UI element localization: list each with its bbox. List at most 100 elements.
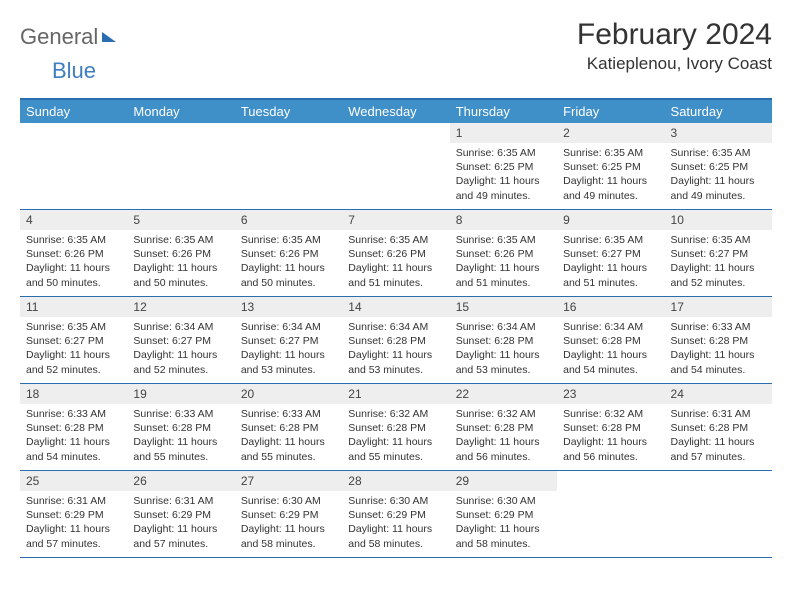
sunrise-text: Sunrise: 6:34 AM bbox=[563, 320, 658, 334]
daylight-text: Daylight: 11 hours and 51 minutes. bbox=[456, 261, 551, 289]
day-body: Sunrise: 6:35 AMSunset: 6:26 PMDaylight:… bbox=[127, 230, 234, 296]
dow-wednesday: Wednesday bbox=[342, 100, 449, 123]
day-number: 11 bbox=[20, 297, 127, 317]
month-title: February 2024 bbox=[577, 18, 772, 52]
sunset-text: Sunset: 6:26 PM bbox=[241, 247, 336, 261]
day-number: 7 bbox=[342, 210, 449, 230]
day-number: 4 bbox=[20, 210, 127, 230]
day-cell: 18Sunrise: 6:33 AMSunset: 6:28 PMDayligh… bbox=[20, 384, 127, 470]
day-cell: 12Sunrise: 6:34 AMSunset: 6:27 PMDayligh… bbox=[127, 297, 234, 383]
daylight-text: Daylight: 11 hours and 50 minutes. bbox=[26, 261, 121, 289]
day-cell: 9Sunrise: 6:35 AMSunset: 6:27 PMDaylight… bbox=[557, 210, 664, 296]
daylight-text: Daylight: 11 hours and 53 minutes. bbox=[241, 348, 336, 376]
sunrise-text: Sunrise: 6:33 AM bbox=[26, 407, 121, 421]
sunset-text: Sunset: 6:25 PM bbox=[563, 160, 658, 174]
sunset-text: Sunset: 6:29 PM bbox=[133, 508, 228, 522]
week-row: 25Sunrise: 6:31 AMSunset: 6:29 PMDayligh… bbox=[20, 471, 772, 558]
logo: General bbox=[20, 24, 116, 50]
day-cell: 10Sunrise: 6:35 AMSunset: 6:27 PMDayligh… bbox=[665, 210, 772, 296]
day-number: 10 bbox=[665, 210, 772, 230]
sunrise-text: Sunrise: 6:35 AM bbox=[671, 146, 766, 160]
daylight-text: Daylight: 11 hours and 58 minutes. bbox=[456, 522, 551, 550]
dow-sunday: Sunday bbox=[20, 100, 127, 123]
day-body: Sunrise: 6:35 AMSunset: 6:26 PMDaylight:… bbox=[342, 230, 449, 296]
daylight-text: Daylight: 11 hours and 52 minutes. bbox=[671, 261, 766, 289]
day-cell: 22Sunrise: 6:32 AMSunset: 6:28 PMDayligh… bbox=[450, 384, 557, 470]
daylight-text: Daylight: 11 hours and 54 minutes. bbox=[26, 435, 121, 463]
day-cell: 16Sunrise: 6:34 AMSunset: 6:28 PMDayligh… bbox=[557, 297, 664, 383]
sunrise-text: Sunrise: 6:35 AM bbox=[26, 233, 121, 247]
location: Katieplenou, Ivory Coast bbox=[577, 54, 772, 74]
day-body: Sunrise: 6:34 AMSunset: 6:28 PMDaylight:… bbox=[450, 317, 557, 383]
sunset-text: Sunset: 6:28 PM bbox=[563, 421, 658, 435]
day-number: 28 bbox=[342, 471, 449, 491]
day-number: 9 bbox=[557, 210, 664, 230]
day-number: 19 bbox=[127, 384, 234, 404]
sunrise-text: Sunrise: 6:35 AM bbox=[563, 146, 658, 160]
sunset-text: Sunset: 6:29 PM bbox=[456, 508, 551, 522]
sunset-text: Sunset: 6:28 PM bbox=[671, 334, 766, 348]
dow-row: Sunday Monday Tuesday Wednesday Thursday… bbox=[20, 98, 772, 123]
day-number: 22 bbox=[450, 384, 557, 404]
sunset-text: Sunset: 6:26 PM bbox=[133, 247, 228, 261]
day-cell: 2Sunrise: 6:35 AMSunset: 6:25 PMDaylight… bbox=[557, 123, 664, 209]
day-body: Sunrise: 6:33 AMSunset: 6:28 PMDaylight:… bbox=[665, 317, 772, 383]
day-cell bbox=[557, 471, 664, 557]
daylight-text: Daylight: 11 hours and 55 minutes. bbox=[133, 435, 228, 463]
sunrise-text: Sunrise: 6:33 AM bbox=[241, 407, 336, 421]
day-body: Sunrise: 6:35 AMSunset: 6:25 PMDaylight:… bbox=[450, 143, 557, 209]
sunrise-text: Sunrise: 6:33 AM bbox=[671, 320, 766, 334]
day-number: 13 bbox=[235, 297, 342, 317]
day-number: 3 bbox=[665, 123, 772, 143]
day-number: 1 bbox=[450, 123, 557, 143]
day-body: Sunrise: 6:35 AMSunset: 6:25 PMDaylight:… bbox=[665, 143, 772, 209]
day-cell: 17Sunrise: 6:33 AMSunset: 6:28 PMDayligh… bbox=[665, 297, 772, 383]
day-number: 20 bbox=[235, 384, 342, 404]
day-cell: 26Sunrise: 6:31 AMSunset: 6:29 PMDayligh… bbox=[127, 471, 234, 557]
week-row: 1Sunrise: 6:35 AMSunset: 6:25 PMDaylight… bbox=[20, 123, 772, 210]
day-cell: 14Sunrise: 6:34 AMSunset: 6:28 PMDayligh… bbox=[342, 297, 449, 383]
sunset-text: Sunset: 6:26 PM bbox=[26, 247, 121, 261]
day-cell bbox=[20, 123, 127, 209]
sunset-text: Sunset: 6:28 PM bbox=[133, 421, 228, 435]
dow-saturday: Saturday bbox=[665, 100, 772, 123]
sunrise-text: Sunrise: 6:35 AM bbox=[133, 233, 228, 247]
day-number: 25 bbox=[20, 471, 127, 491]
dow-monday: Monday bbox=[127, 100, 234, 123]
day-number: 8 bbox=[450, 210, 557, 230]
daylight-text: Daylight: 11 hours and 56 minutes. bbox=[456, 435, 551, 463]
dow-thursday: Thursday bbox=[450, 100, 557, 123]
day-number: 5 bbox=[127, 210, 234, 230]
daylight-text: Daylight: 11 hours and 58 minutes. bbox=[241, 522, 336, 550]
day-body: Sunrise: 6:33 AMSunset: 6:28 PMDaylight:… bbox=[235, 404, 342, 470]
daylight-text: Daylight: 11 hours and 57 minutes. bbox=[26, 522, 121, 550]
day-number: 27 bbox=[235, 471, 342, 491]
day-body: Sunrise: 6:35 AMSunset: 6:26 PMDaylight:… bbox=[235, 230, 342, 296]
sunset-text: Sunset: 6:26 PM bbox=[348, 247, 443, 261]
sunset-text: Sunset: 6:28 PM bbox=[348, 421, 443, 435]
day-cell: 1Sunrise: 6:35 AMSunset: 6:25 PMDaylight… bbox=[450, 123, 557, 209]
sunset-text: Sunset: 6:28 PM bbox=[26, 421, 121, 435]
daylight-text: Daylight: 11 hours and 54 minutes. bbox=[563, 348, 658, 376]
day-body: Sunrise: 6:35 AMSunset: 6:27 PMDaylight:… bbox=[557, 230, 664, 296]
daylight-text: Daylight: 11 hours and 52 minutes. bbox=[26, 348, 121, 376]
logo-text-1: General bbox=[20, 24, 98, 50]
logo-text-2: Blue bbox=[52, 58, 96, 83]
day-body: Sunrise: 6:32 AMSunset: 6:28 PMDaylight:… bbox=[342, 404, 449, 470]
day-cell: 15Sunrise: 6:34 AMSunset: 6:28 PMDayligh… bbox=[450, 297, 557, 383]
week-row: 11Sunrise: 6:35 AMSunset: 6:27 PMDayligh… bbox=[20, 297, 772, 384]
daylight-text: Daylight: 11 hours and 55 minutes. bbox=[348, 435, 443, 463]
day-body: Sunrise: 6:35 AMSunset: 6:27 PMDaylight:… bbox=[20, 317, 127, 383]
daylight-text: Daylight: 11 hours and 57 minutes. bbox=[133, 522, 228, 550]
sunset-text: Sunset: 6:28 PM bbox=[671, 421, 766, 435]
sunrise-text: Sunrise: 6:35 AM bbox=[563, 233, 658, 247]
sunrise-text: Sunrise: 6:33 AM bbox=[133, 407, 228, 421]
sunrise-text: Sunrise: 6:34 AM bbox=[348, 320, 443, 334]
day-body: Sunrise: 6:30 AMSunset: 6:29 PMDaylight:… bbox=[450, 491, 557, 557]
dow-friday: Friday bbox=[557, 100, 664, 123]
day-cell: 8Sunrise: 6:35 AMSunset: 6:26 PMDaylight… bbox=[450, 210, 557, 296]
day-cell bbox=[235, 123, 342, 209]
daylight-text: Daylight: 11 hours and 54 minutes. bbox=[671, 348, 766, 376]
daylight-text: Daylight: 11 hours and 51 minutes. bbox=[563, 261, 658, 289]
daylight-text: Daylight: 11 hours and 56 minutes. bbox=[563, 435, 658, 463]
